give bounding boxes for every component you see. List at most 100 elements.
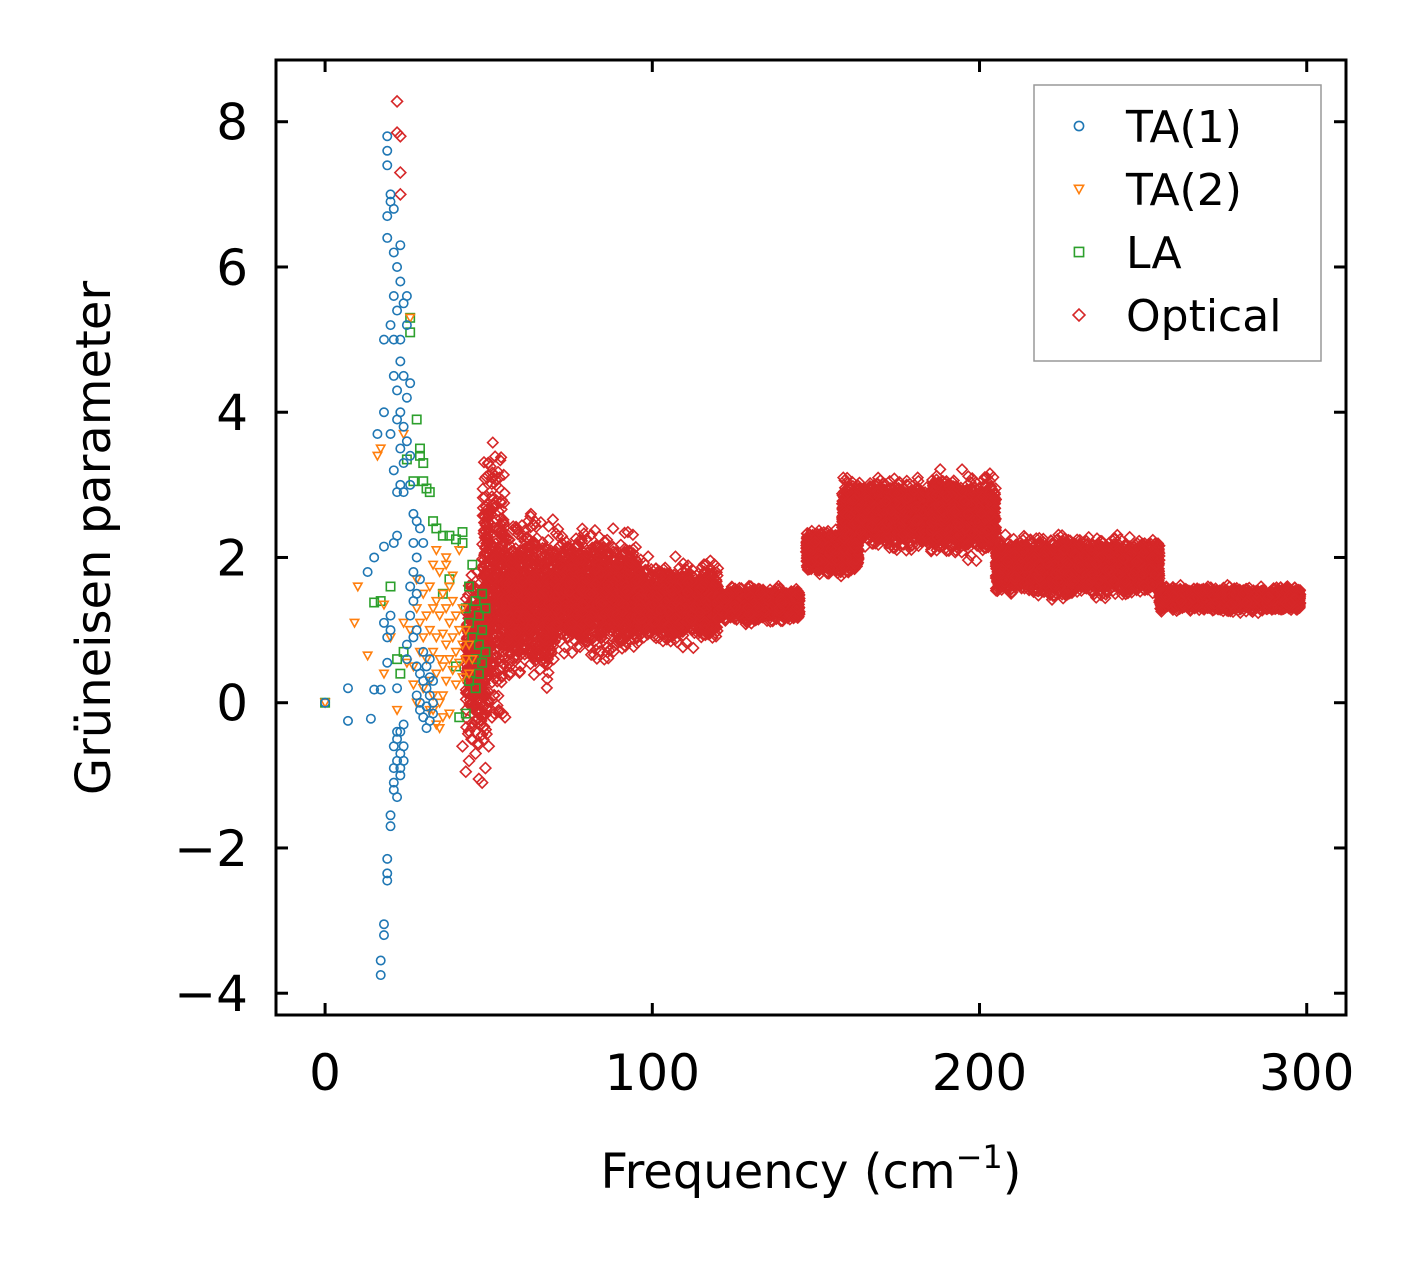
optical-band-point	[492, 481, 506, 495]
optical-band-point	[547, 652, 561, 666]
optical-band-point	[539, 547, 552, 561]
optical-band-point	[485, 471, 499, 485]
optical-band-point	[476, 491, 490, 505]
optical-band-point	[515, 519, 529, 532]
optical-band-point	[553, 539, 567, 552]
optical-band-point	[494, 512, 507, 525]
optical-band-point	[523, 597, 537, 611]
optical-band-point	[518, 523, 532, 537]
optical-band-point	[531, 615, 545, 628]
optical-band-point	[502, 616, 516, 630]
optical-band-point	[479, 671, 492, 685]
optical-band-point	[488, 551, 502, 564]
optical-band-point	[487, 580, 501, 594]
optical-band-point	[478, 523, 491, 537]
optical-band-point	[515, 641, 529, 655]
optical-band-point	[565, 646, 579, 660]
optical-band-point	[478, 625, 492, 639]
optical-band-point	[459, 720, 473, 734]
optical-band-point	[494, 451, 508, 464]
optical-band-point	[490, 494, 503, 507]
optical-band-point	[516, 613, 529, 627]
optical-band-point	[594, 628, 608, 642]
optical-band-point	[524, 657, 537, 671]
optical-band-point	[486, 493, 499, 506]
data-marks	[319, 94, 1307, 981]
optical-band-point	[500, 635, 514, 649]
optical-band-point	[488, 624, 502, 638]
optical-band-point	[482, 685, 496, 699]
optical-band-point	[601, 651, 615, 665]
optical-band-point	[494, 525, 507, 539]
optical-band-point	[506, 520, 520, 533]
optical-band-point	[511, 586, 524, 600]
optical-band-point	[483, 506, 497, 519]
optical-band-point	[470, 712, 484, 726]
optical-band-point	[511, 593, 525, 607]
optical-band-point	[540, 681, 554, 695]
optical-band-point	[558, 640, 572, 654]
optical-band-point	[500, 532, 513, 545]
optical-band-point	[536, 541, 549, 555]
optical-band-point	[496, 707, 510, 720]
optical-band-point	[618, 526, 631, 540]
optical-band-point	[500, 603, 513, 617]
optical-band-point	[501, 607, 514, 620]
optical-band-point	[462, 608, 476, 622]
series-optical	[390, 94, 1307, 790]
optical-band-point	[503, 576, 516, 590]
optical-band-point	[484, 552, 498, 565]
optical-band-point	[477, 579, 491, 593]
optical-band-point	[503, 666, 517, 680]
optical-band-point	[481, 531, 494, 545]
optical-band-point	[517, 634, 530, 648]
optical-band-point	[503, 533, 516, 547]
optical-band-point	[489, 650, 503, 663]
optical-band-point	[489, 478, 503, 492]
optical-band-point	[470, 705, 483, 719]
optical-band-point	[485, 477, 499, 491]
optical-band-point	[504, 628, 518, 641]
optical-band-point	[499, 577, 513, 590]
optical-band-point	[488, 553, 501, 566]
optical-band-point	[526, 571, 540, 584]
optical-band-point	[486, 655, 500, 669]
optical-band-point	[546, 513, 560, 526]
optical-band-point	[540, 672, 554, 686]
optical-band-point	[487, 707, 501, 720]
optical-band-point	[523, 607, 536, 620]
optical-band-point	[497, 468, 511, 482]
optical-band-point	[486, 592, 500, 606]
optical-band-point	[478, 540, 492, 554]
optical-band-point	[510, 609, 524, 623]
optical-band-point	[511, 605, 525, 619]
optical-band-point	[479, 723, 493, 736]
optical-band-point	[514, 543, 527, 557]
optical-band-point	[539, 633, 552, 647]
optical-band-point	[494, 517, 507, 531]
optical-band-point	[495, 675, 508, 689]
optical-band-point	[557, 647, 571, 660]
optical-band-point	[477, 553, 491, 566]
optical-band-point	[532, 606, 545, 620]
optical-band-point	[551, 551, 564, 564]
optical-band-point	[522, 622, 535, 636]
optical-band-point	[492, 505, 505, 518]
optical-band-point	[481, 469, 495, 482]
optical-band-point	[488, 450, 502, 463]
optical-band-point	[477, 568, 491, 581]
optical-band-point	[493, 453, 507, 467]
optical-band-point	[506, 566, 520, 579]
optical-band-point	[468, 580, 481, 593]
optical-band-point	[510, 651, 524, 665]
optical-band-point	[473, 692, 487, 706]
optical-band-point	[495, 503, 508, 516]
optical-band-point	[511, 528, 525, 541]
optical-band-point	[465, 568, 478, 582]
optical-band-point	[513, 551, 527, 564]
optical-band-point	[487, 540, 501, 554]
optical-band-point	[530, 591, 544, 605]
optical-band-point	[486, 613, 500, 627]
optical-band-point	[534, 515, 548, 529]
